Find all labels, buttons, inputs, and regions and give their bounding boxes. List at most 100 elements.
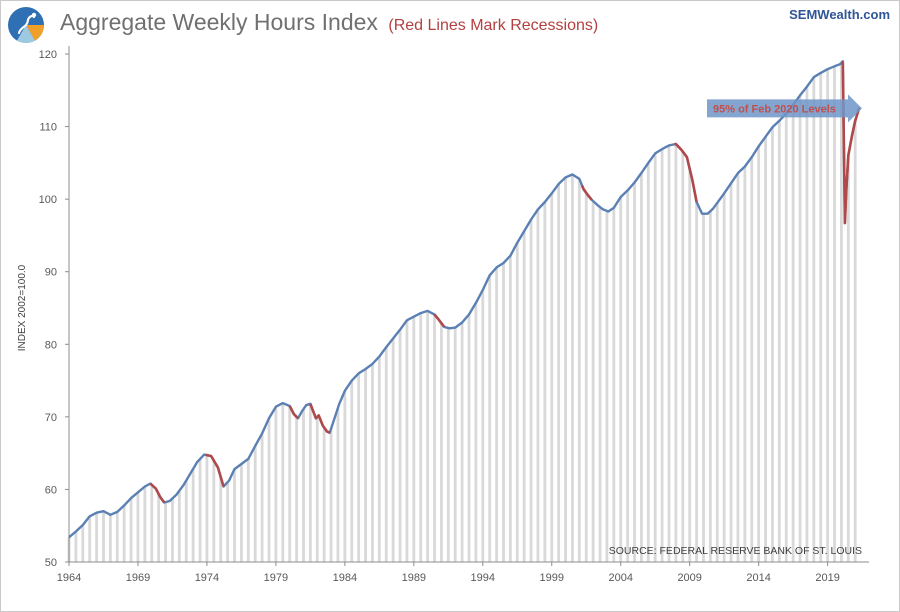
area-bar <box>136 492 140 562</box>
area-bar <box>260 433 264 562</box>
area-bar <box>412 316 416 562</box>
x-tick-label: 1989 <box>402 572 426 584</box>
area-bar <box>853 120 857 562</box>
area-bar <box>550 193 554 562</box>
area-bar <box>833 66 836 562</box>
area-bar <box>405 320 409 562</box>
area-bar <box>784 113 788 562</box>
area-bar <box>660 149 664 562</box>
area-bar <box>777 120 781 562</box>
area-bar <box>743 166 747 562</box>
area-bar <box>281 403 285 562</box>
area-bar <box>536 209 540 562</box>
area-bar <box>736 173 740 562</box>
recession-line <box>288 405 299 420</box>
area-bar <box>640 173 643 562</box>
area-bar <box>646 162 650 562</box>
area-bar <box>122 505 126 562</box>
area-bar <box>591 201 595 563</box>
area-bar <box>605 210 609 562</box>
area-bar <box>791 104 795 563</box>
area-bar <box>102 511 105 562</box>
y-tick-label: 80 <box>45 339 57 351</box>
area-bar <box>681 151 685 562</box>
area-bar <box>771 127 774 562</box>
area-bar <box>812 77 816 563</box>
semwealth-logo <box>8 7 45 44</box>
area-bar <box>233 469 236 562</box>
source-note: SOURCE: FEDERAL RESERVE BANK OF ST. LOUI… <box>609 545 862 557</box>
area-bar <box>419 313 423 562</box>
area-bar <box>846 155 850 562</box>
recession-line <box>841 61 861 225</box>
area-bar <box>205 455 209 562</box>
area-bar <box>557 183 561 562</box>
area-bar <box>143 486 147 562</box>
area-bar <box>474 302 478 562</box>
recession-line <box>674 142 698 203</box>
annotation-arrow <box>707 94 862 123</box>
x-tick-label: 1979 <box>264 572 288 584</box>
area-bar <box>502 263 505 562</box>
y-axis-title: INDEX 2002=100.0 <box>17 264 28 351</box>
area-bar <box>598 207 602 562</box>
recession-line <box>580 185 593 201</box>
area-bar <box>522 231 526 562</box>
annotation-label: 95% of Feb 2020 Levels <box>713 103 836 115</box>
y-tick-label: 60 <box>45 484 57 496</box>
y-tick-label: 70 <box>45 412 57 424</box>
area-bar <box>826 69 830 563</box>
area-bar <box>212 460 216 562</box>
brand-name: SEMWealth.com <box>789 7 890 22</box>
area-bar <box>708 211 712 563</box>
x-tick-label: 1969 <box>126 572 150 584</box>
area-bar <box>722 193 726 562</box>
area-bar <box>805 86 809 563</box>
area-bar <box>488 275 492 562</box>
area-bar <box>715 202 719 562</box>
area-bar <box>274 406 278 562</box>
area-bar <box>764 136 767 562</box>
x-tick-label: 2014 <box>746 572 770 584</box>
area-bar <box>177 490 181 562</box>
recession-line <box>309 403 331 434</box>
area-bar <box>467 314 471 562</box>
area-bar <box>157 494 161 562</box>
area-bar <box>695 202 698 562</box>
area-bar <box>364 368 367 562</box>
area-bar <box>819 72 823 563</box>
area-bar <box>798 95 802 562</box>
area-bar <box>612 207 616 562</box>
recession-line <box>433 313 446 328</box>
area-bar <box>433 314 436 562</box>
y-tick-label: 110 <box>39 122 57 134</box>
x-tick-label: 1964 <box>57 572 81 584</box>
x-tick-label: 2009 <box>677 572 701 584</box>
x-tick-label: 1994 <box>471 572 495 584</box>
area-bar <box>288 405 292 562</box>
area-bar <box>115 511 119 562</box>
x-tick-label: 1974 <box>195 572 219 584</box>
y-tick-label: 50 <box>45 557 57 569</box>
area-bar <box>308 403 312 562</box>
area-bar <box>398 329 402 562</box>
x-tick-label: 1984 <box>333 572 357 584</box>
area-bar <box>371 363 374 562</box>
area-bar <box>191 468 195 562</box>
area-bar <box>329 428 333 562</box>
area-bar <box>495 267 498 562</box>
area-bar <box>350 380 354 562</box>
area-bar <box>198 458 202 562</box>
area-bar <box>508 255 512 562</box>
area-bar <box>619 196 623 563</box>
area-bar <box>219 477 223 562</box>
area-bar <box>440 323 443 562</box>
area-bar <box>240 464 243 562</box>
recession-line <box>205 453 225 487</box>
area-bar <box>543 202 547 562</box>
area-bar <box>584 192 588 562</box>
area-bar <box>391 338 395 562</box>
area-bar <box>74 531 78 562</box>
area-bar <box>653 153 657 562</box>
